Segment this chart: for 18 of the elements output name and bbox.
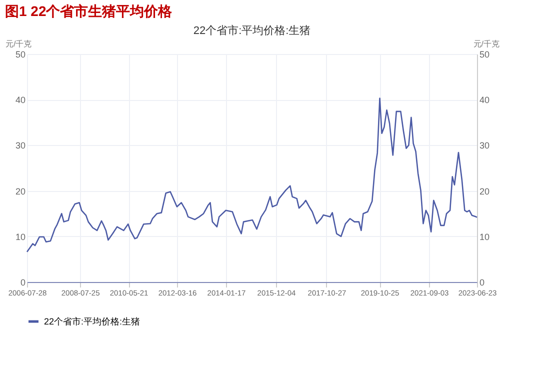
- y-tick-label: 10: [15, 232, 26, 242]
- y-tick-label: 40: [15, 95, 26, 106]
- y-tick-label: 30: [15, 140, 26, 151]
- y2-tick-label: 10: [480, 232, 490, 242]
- y2-tick-label: 0: [480, 278, 485, 288]
- y-tick-label: 0: [20, 278, 26, 288]
- chart-title: 图1 22个省市生猪平均价格: [5, 3, 174, 19]
- y-axis-title: 元/千克: [6, 40, 32, 48]
- y-tick-label: 20: [15, 186, 26, 196]
- chart-subtitle: 22个省市:平均价格:生猪: [193, 24, 311, 37]
- y2-tick-label: 30: [480, 140, 490, 151]
- y2-axis-title: 元/千克: [473, 40, 500, 48]
- y2-tick-label: 20: [480, 186, 490, 196]
- y2-tick-label: 40: [480, 95, 490, 106]
- y2-tick-label: 50: [480, 50, 490, 60]
- line-series: [26, 98, 478, 253]
- legend-label: 22个省市:平均价格:生猪: [44, 316, 140, 326]
- y-tick-label: 50: [15, 50, 26, 60]
